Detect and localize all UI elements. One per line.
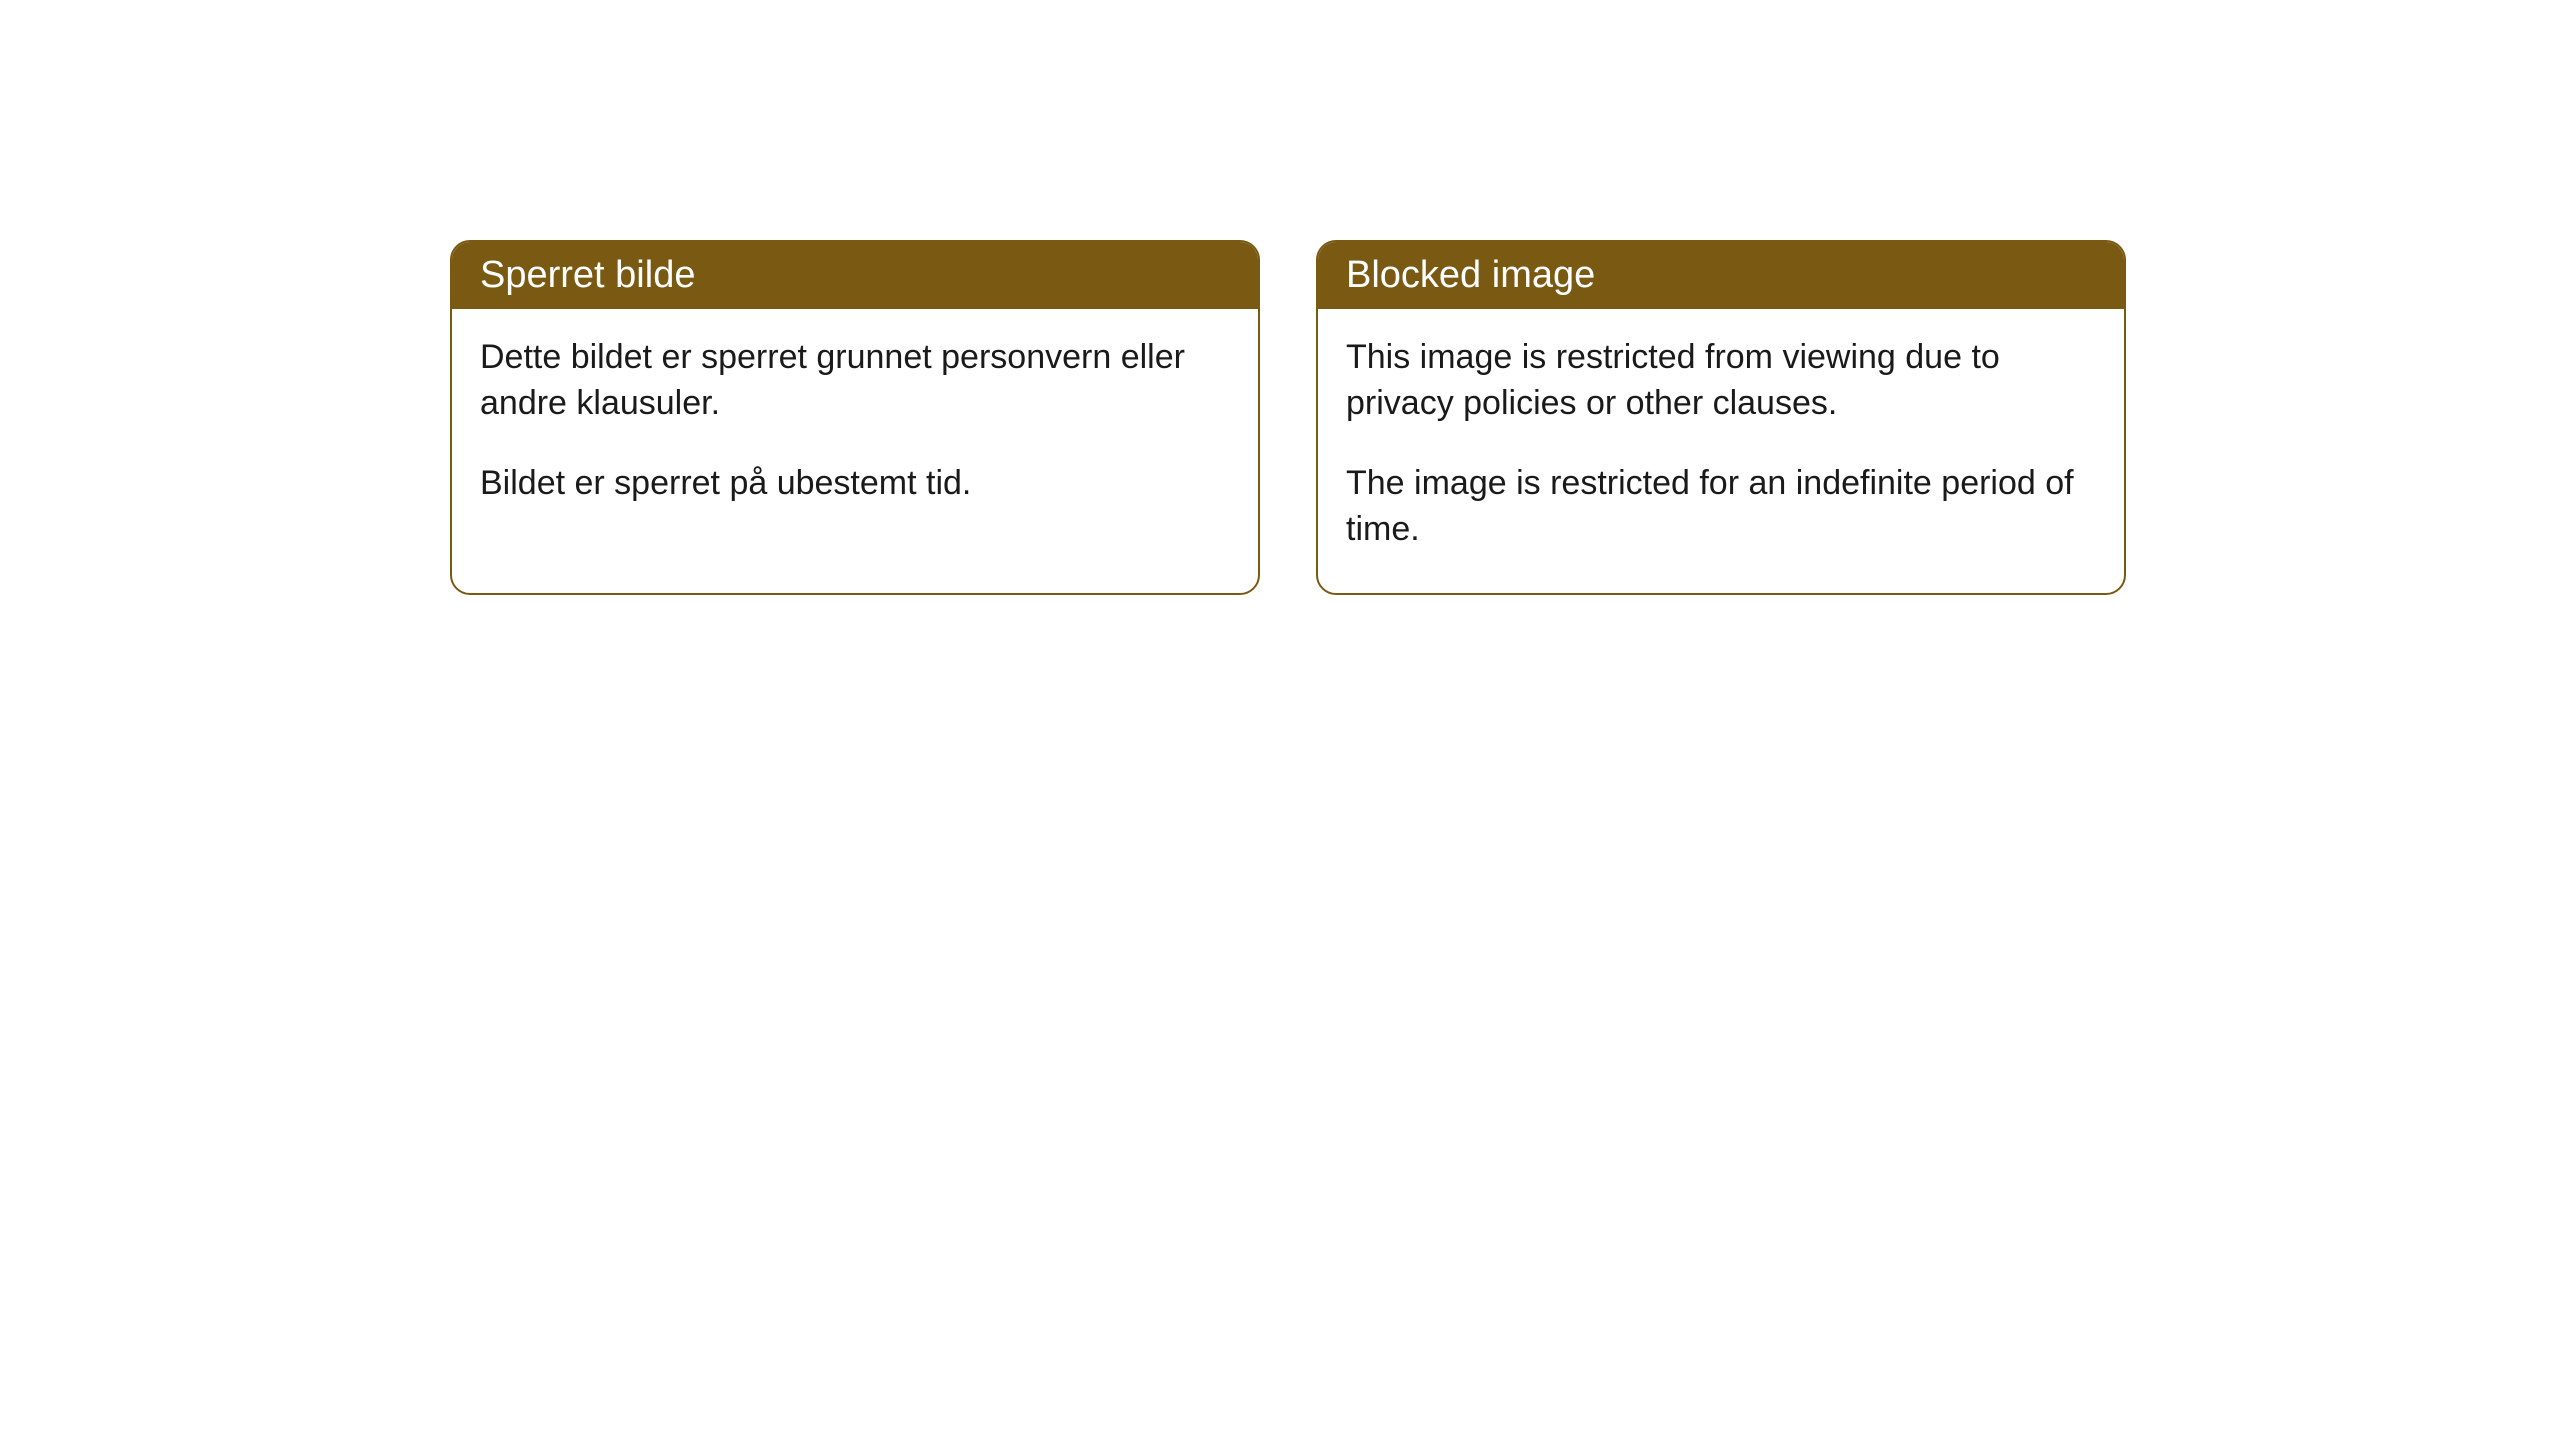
card-body-english: This image is restricted from viewing du… [1318, 309, 2124, 593]
notice-card-norwegian: Sperret bilde Dette bildet er sperret gr… [450, 240, 1260, 595]
card-paragraph: Bildet er sperret på ubestemt tid. [480, 461, 1230, 507]
card-title: Blocked image [1346, 254, 1595, 296]
card-paragraph: The image is restricted for an indefinit… [1346, 461, 2096, 553]
notice-card-english: Blocked image This image is restricted f… [1316, 240, 2126, 595]
card-paragraph: Dette bildet er sperret grunnet personve… [480, 335, 1230, 427]
card-paragraph: This image is restricted from viewing du… [1346, 335, 2096, 427]
card-title: Sperret bilde [480, 254, 695, 296]
card-header-norwegian: Sperret bilde [452, 242, 1258, 309]
notice-cards-container: Sperret bilde Dette bildet er sperret gr… [450, 240, 2126, 595]
card-header-english: Blocked image [1318, 242, 2124, 309]
card-body-norwegian: Dette bildet er sperret grunnet personve… [452, 309, 1258, 547]
